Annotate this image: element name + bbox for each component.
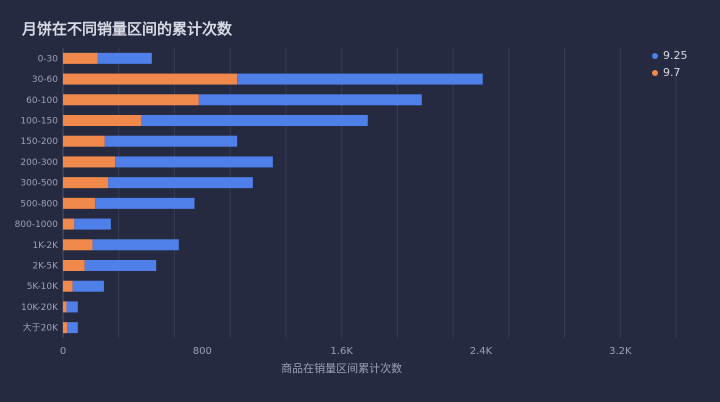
bar-9_25-6 [108, 177, 253, 189]
bar-9_7-12 [63, 301, 67, 313]
x-tick-label: 3.2K [609, 346, 632, 357]
y-tick-label: 150-200 [20, 137, 58, 147]
bar-9_25-9 [92, 239, 179, 251]
bar-9_7-3 [63, 115, 142, 126]
x-tick-label: 1.6K [330, 346, 353, 357]
x-tick-label: 800 [193, 346, 212, 357]
bar-9_25-5 [115, 156, 273, 168]
y-tick-label: 500-800 [20, 199, 58, 209]
legend-dot-icon [652, 69, 658, 76]
bar-9_25-0 [97, 52, 152, 64]
legend-label: 9.7 [663, 66, 681, 79]
x-axis-label: 商品在销量区间累计次数 [281, 361, 402, 375]
y-tick-label: 100-150 [20, 117, 58, 127]
bar-9_7-4 [63, 135, 105, 147]
bar-9_7-2 [63, 94, 199, 106]
bar-9_25-1 [237, 73, 483, 85]
legend-item[interactable]: 9.25 [652, 47, 688, 64]
y-tick-label: 30-60 [32, 75, 58, 85]
bar-9_25-4 [104, 135, 238, 147]
y-tick-label: 10K-20K [21, 303, 59, 313]
x-tick-label: 0 [60, 346, 66, 357]
y-tick-label: 200-300 [20, 158, 58, 168]
y-tick-label: 60-100 [26, 96, 58, 106]
chart-title: 月饼在不同销量区间的累计次数 [22, 20, 233, 38]
bar-9_25-13 [67, 322, 78, 334]
y-tick-label: 1K-2K [32, 241, 59, 251]
y-tick-label: 0-30 [38, 54, 59, 64]
bar-9_7-9 [63, 239, 93, 251]
bar-9_7-1 [63, 73, 238, 85]
legend-dot-icon [652, 52, 658, 59]
bar-9_25-10 [84, 260, 157, 271]
bar-9_7-8 [63, 218, 75, 230]
bar-9_25-8 [74, 218, 111, 230]
bar-9_25-12 [66, 301, 78, 313]
bar-9_7-10 [63, 260, 85, 271]
bar-9_7-0 [63, 52, 98, 64]
y-tick-label: 5K-10K [27, 282, 59, 292]
bar-9_7-5 [63, 156, 116, 168]
y-tick-label: 800-1000 [15, 220, 59, 230]
bar-9_25-7 [95, 197, 195, 209]
bar-9_25-2 [198, 94, 422, 106]
y-tick-label: 2K-5K [32, 262, 59, 272]
legend-item[interactable]: 9.7 [652, 64, 688, 81]
bar-9_25-11 [72, 280, 104, 292]
x-tick-label: 2.4K [470, 346, 493, 357]
bar-9_7-11 [63, 280, 73, 292]
legend: 9.25 9.7 [652, 47, 688, 81]
bar-9_7-7 [63, 197, 96, 209]
bar-9_7-6 [63, 177, 109, 189]
bar-9_25-3 [141, 115, 368, 126]
y-tick-label: 300-500 [20, 179, 58, 189]
legend-label: 9.25 [663, 49, 688, 62]
bar-9_7-13 [63, 322, 68, 334]
y-tick-label: 大于20K [23, 322, 59, 334]
